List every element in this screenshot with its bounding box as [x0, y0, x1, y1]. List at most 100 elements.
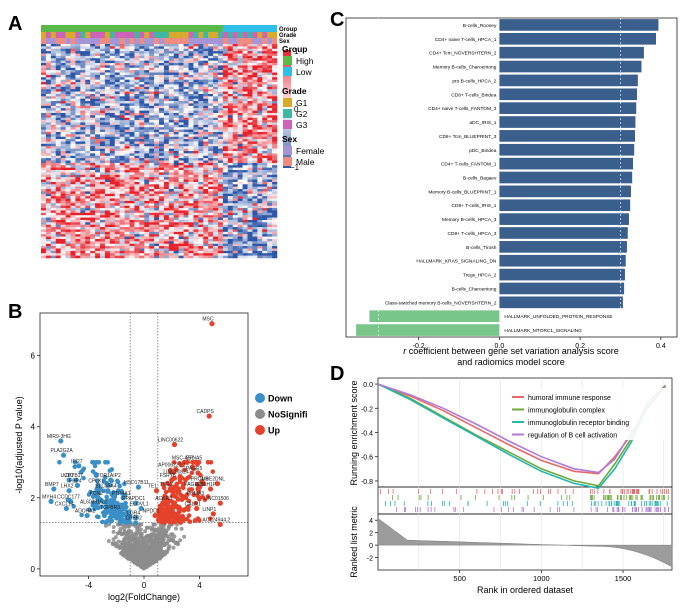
- heatmap-cell: [109, 63, 115, 66]
- heatmap-cell: [267, 229, 273, 233]
- heatmap-cell: [104, 117, 111, 121]
- heatmap-cell: [41, 77, 47, 80]
- heatmap-cell: [134, 96, 140, 99]
- heatmap-cell: [213, 93, 219, 97]
- heatmap-cell: [188, 58, 194, 61]
- heatmap-cell: [159, 243, 165, 247]
- heatmap-cell: [85, 98, 91, 102]
- heatmap-cell: [144, 77, 150, 80]
- heatmap-cell: [50, 250, 56, 254]
- heatmap-cell: [272, 48, 278, 52]
- heatmap-cell: [237, 65, 243, 69]
- heatmap-cell: [227, 203, 233, 206]
- heatmap-cell: [193, 255, 199, 259]
- heatmap-cell: [257, 205, 263, 209]
- heatmap-cell: [159, 91, 165, 95]
- heatmap-cell: [163, 200, 170, 204]
- heatmap-cell: [242, 58, 248, 61]
- heatmap-cell: [183, 243, 189, 247]
- heatmap-cell: [41, 153, 47, 157]
- heatmap-cell: [227, 153, 233, 157]
- heatmap-cell: [178, 139, 184, 142]
- heatmap-cell: [247, 44, 253, 47]
- heatmap-cell: [227, 101, 233, 104]
- heatmap-cell: [41, 241, 47, 244]
- heatmap-cell: [257, 219, 263, 223]
- heatmap-cell: [45, 162, 52, 166]
- heatmap-cell: [75, 44, 81, 47]
- heatmap-cell: [75, 238, 81, 242]
- heatmap-cell: [119, 131, 125, 135]
- panel-label-a: A: [8, 13, 22, 35]
- heatmap-cell: [188, 55, 194, 59]
- heatmap-cell: [104, 158, 111, 161]
- heatmap-cell: [272, 134, 278, 137]
- heatmap-cell: [272, 127, 278, 130]
- heatmap-cell: [45, 191, 52, 195]
- heatmap-cell: [203, 151, 209, 154]
- heatmap-cell: [60, 58, 66, 61]
- heatmap-cell: [60, 101, 66, 104]
- heatmap-cell: [80, 131, 86, 135]
- heatmap-cell: [139, 160, 145, 164]
- heatmap-cell: [173, 77, 179, 80]
- heatmap-cell: [193, 139, 199, 142]
- heatmap-cell: [222, 224, 229, 228]
- heatmap-cell: [183, 165, 189, 168]
- heatmap-cell: [198, 55, 204, 59]
- heatmap-cell: [60, 91, 66, 95]
- heatmap-cell: [85, 172, 91, 176]
- heatmap-cell: [237, 122, 243, 126]
- heatmap-cell: [95, 198, 101, 202]
- heatmap-cell: [203, 143, 209, 147]
- heatmap-cell: [272, 93, 278, 97]
- heatmap-cell: [272, 65, 278, 69]
- heatmap-cell: [178, 131, 184, 135]
- heatmap-cell: [124, 89, 130, 92]
- heatmap-cell: [203, 117, 209, 121]
- heatmap-cell: [65, 46, 71, 50]
- heatmap-cell: [193, 205, 199, 209]
- heatmap-cell: [208, 184, 214, 187]
- heatmap-cell: [188, 248, 194, 252]
- heatmap-cell: [95, 227, 101, 230]
- heatmap-cell: [124, 205, 130, 209]
- heatmap-cell: [178, 105, 184, 109]
- heatmap-cell: [222, 179, 229, 183]
- sex-cell: [237, 38, 243, 44]
- heatmap-cell: [213, 79, 219, 83]
- heatmap-cell: [227, 96, 233, 99]
- heatmap-cell: [80, 108, 86, 111]
- heatmap-cell: [45, 101, 52, 104]
- heatmap-cell: [208, 255, 214, 259]
- heatmap-cell: [144, 250, 150, 254]
- heatmap-cell: [119, 98, 125, 102]
- heatmap-cell: [41, 174, 47, 178]
- heatmap-cell: [70, 115, 76, 118]
- heatmap-cell: [159, 193, 165, 197]
- heatmap-cell: [168, 58, 174, 61]
- heatmap-cell: [41, 160, 47, 164]
- heatmap-cell: [65, 110, 71, 114]
- heatmap-cell: [163, 210, 170, 214]
- heatmap-cell: [85, 246, 91, 249]
- heatmap-cell: [232, 222, 238, 225]
- heatmap-cell: [237, 112, 243, 116]
- heatmap-cell: [144, 181, 150, 185]
- heatmap-cell: [149, 46, 155, 50]
- heatmap-cell: [193, 141, 199, 145]
- heatmap-cell: [218, 170, 224, 173]
- heatmap-cell: [60, 44, 66, 47]
- heatmap-cell: [267, 98, 273, 102]
- heatmap-cell: [139, 158, 145, 161]
- heatmap-cell: [109, 58, 115, 61]
- heatmap-cell: [144, 46, 150, 50]
- heatmap-cell: [100, 70, 106, 73]
- heatmap-cell: [154, 229, 160, 233]
- heatmap-cell: [222, 160, 229, 164]
- heatmap-cell: [272, 122, 278, 126]
- heatmap-cell: [257, 153, 263, 157]
- track-label-sex: Sex: [279, 39, 290, 45]
- heatmap-cell: [139, 151, 145, 154]
- heatmap-cell: [188, 70, 194, 73]
